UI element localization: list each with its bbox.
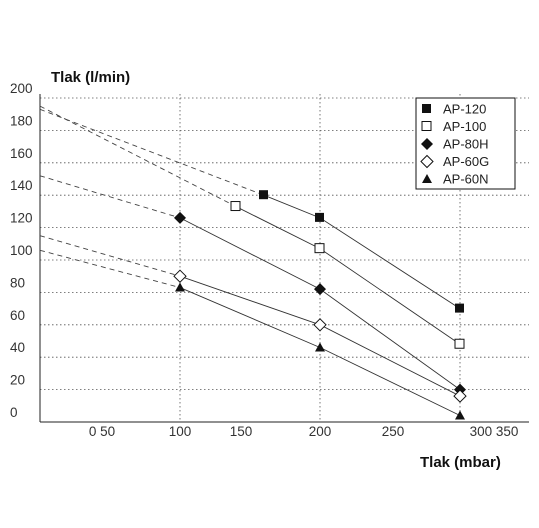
data-point: [453, 389, 467, 403]
extrapolation-line: [39, 249, 181, 288]
series-line: [235, 206, 461, 345]
y-tick-label: 40: [10, 340, 25, 355]
y-tick-label: 100: [10, 243, 33, 258]
y-tick-label: 180: [10, 113, 33, 128]
data-point: [175, 282, 185, 292]
data-point: [455, 410, 465, 420]
x-tick-label: 0 50: [89, 424, 115, 439]
x-tick-label: 100: [169, 424, 192, 439]
data-point: [259, 190, 268, 200]
extrapolation-line: [39, 108, 265, 196]
x-tick-label: 150: [230, 424, 253, 439]
legend-label: AP-120: [443, 102, 486, 117]
y-axis-title: Tlak (l/min): [51, 69, 130, 86]
y-tick-label: 120: [10, 211, 33, 226]
y-tick-label: 200: [10, 81, 33, 96]
data-point: [315, 342, 325, 352]
x-tick-label: 250: [382, 424, 405, 439]
legend-label: AP-80H: [443, 137, 489, 152]
data-point: [314, 243, 325, 254]
extrapolation-line: [39, 105, 237, 207]
y-tick-label: 0: [10, 405, 18, 420]
x-tick-label: 200: [309, 424, 332, 439]
legend-marker: [421, 121, 432, 131]
data-point: [230, 201, 241, 212]
data-point: [173, 269, 187, 283]
y-tick-label: 140: [10, 178, 33, 193]
extrapolation-line: [39, 175, 181, 219]
data-point: [315, 212, 324, 222]
extrapolation-line: [39, 235, 181, 277]
data-point: [314, 283, 326, 296]
legend-marker: [420, 154, 434, 169]
y-tick-label: 80: [10, 275, 25, 290]
axes: [39, 94, 529, 423]
data-point: [454, 338, 465, 349]
y-tick-label: 60: [10, 308, 25, 323]
data-point: [455, 303, 464, 313]
x-axis-title: Tlak (mbar): [420, 454, 501, 471]
y-tick-label: 160: [10, 146, 33, 161]
legend-label: AP-60N: [443, 172, 489, 187]
legend-marker: [422, 174, 432, 183]
y-tick-label: 20: [10, 373, 25, 388]
x-tick-label: 300 350: [470, 424, 519, 439]
data-point: [174, 211, 186, 224]
legend-label: AP-60G: [443, 154, 489, 169]
legend-marker: [421, 138, 433, 150]
data-point: [313, 318, 327, 332]
series-line: [263, 194, 461, 309]
legend: AP-120 AP-100 AP-80H AP-60G AP-60N: [415, 97, 516, 190]
series-markers: [173, 190, 467, 420]
legend-marker: [422, 104, 431, 113]
extrapolation-lines: [39, 105, 265, 288]
legend-label: AP-100: [443, 119, 486, 134]
x-tick-labels: 0 50 100 150 200 250 300 350: [89, 424, 519, 439]
grid: [40, 94, 529, 422]
